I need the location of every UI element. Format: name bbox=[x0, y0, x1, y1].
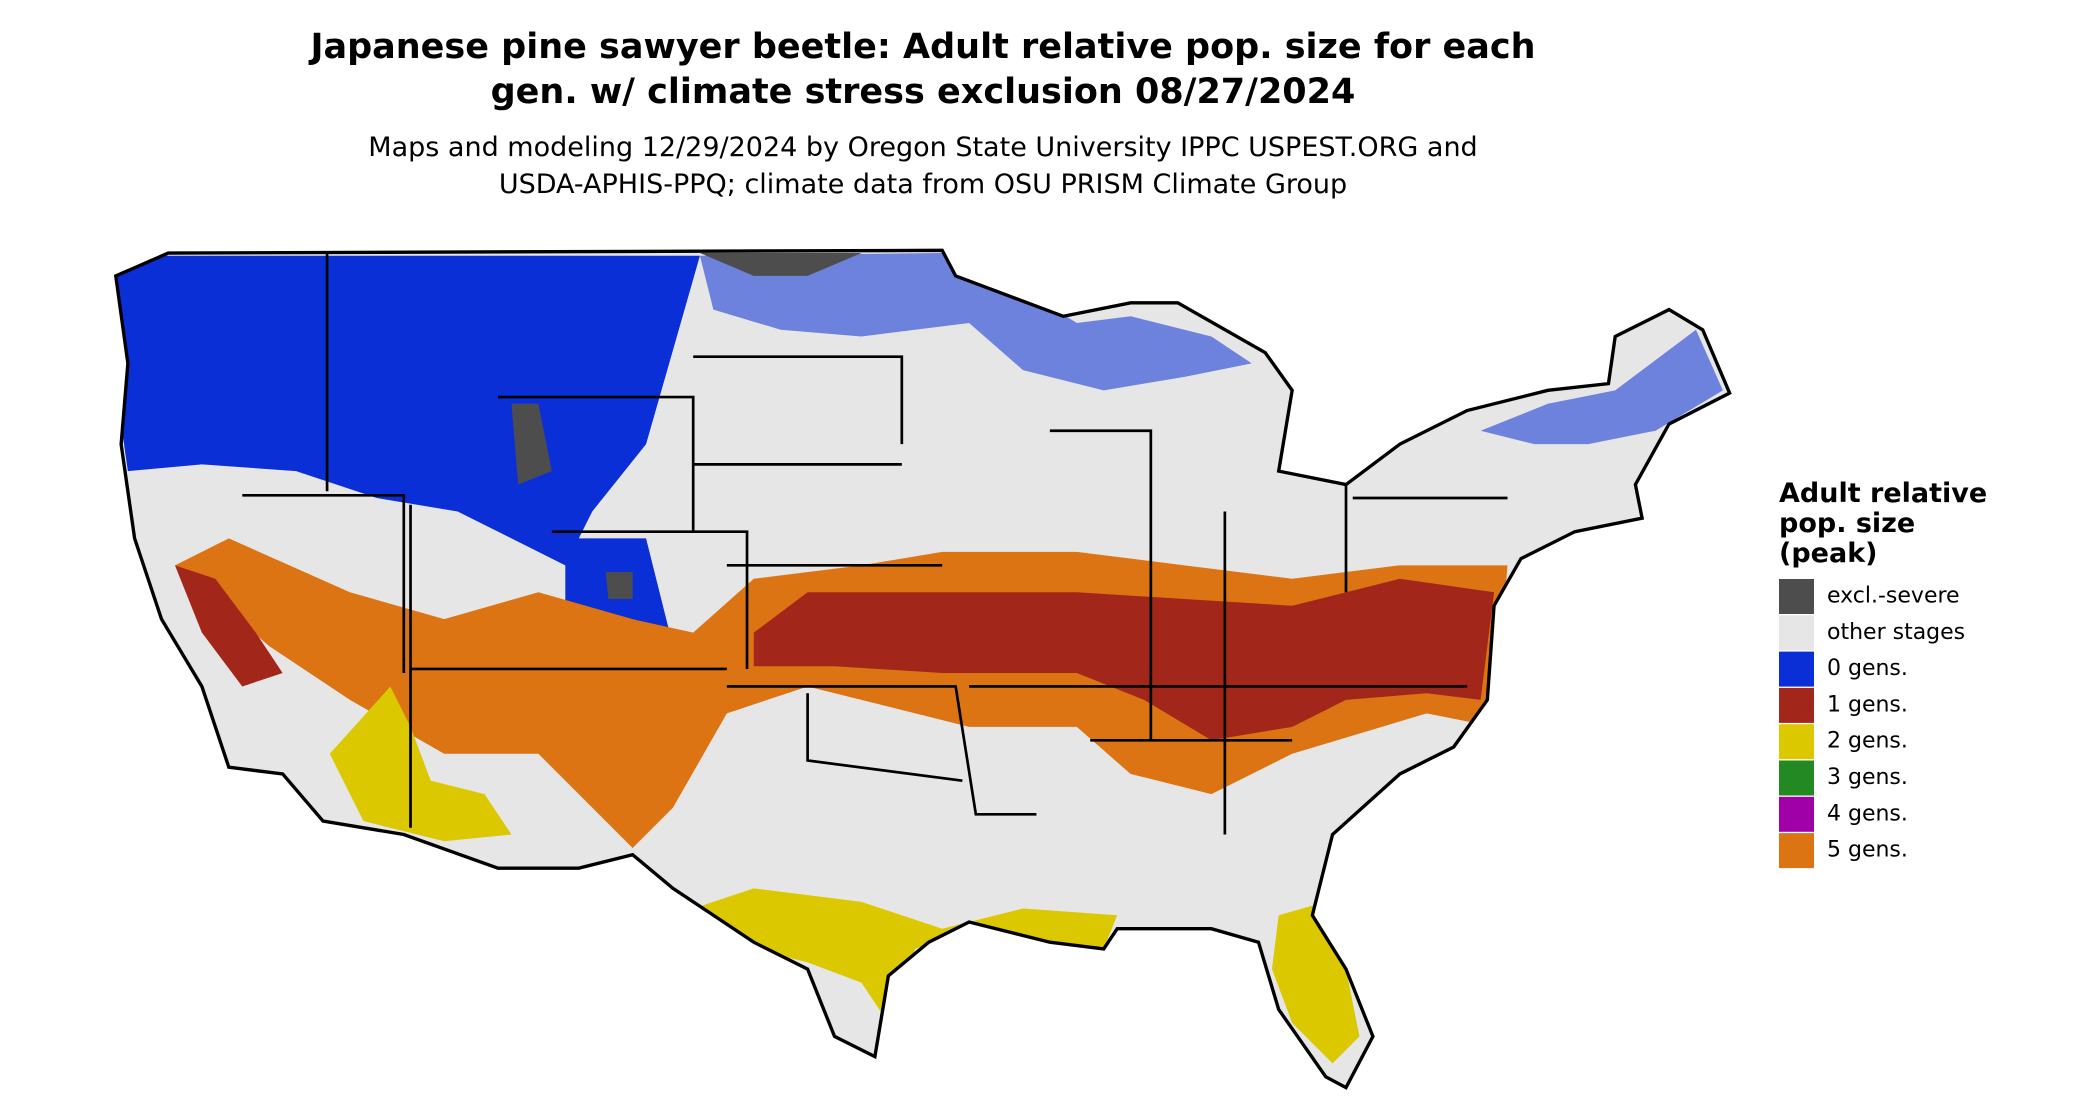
zone-excl bbox=[511, 403, 552, 485]
legend-label: 1 gens. bbox=[1827, 692, 1908, 717]
subtitle-line: USDA-APHIS-PPQ; climate data from OSU PR… bbox=[499, 169, 1347, 200]
legend-label: excl.-severe bbox=[1827, 584, 1960, 609]
subtitle-line: Maps and modeling 12/29/2024 by Oregon S… bbox=[368, 132, 1477, 163]
zone-2-gens bbox=[1271, 901, 1360, 1064]
zone-1-gens bbox=[753, 578, 1495, 741]
legend-swatch bbox=[1779, 760, 1814, 796]
legend-title-line: Adult relative bbox=[1779, 478, 1987, 509]
legend-swatch bbox=[1779, 724, 1814, 760]
us-map bbox=[114, 248, 1732, 1090]
legend-title-line: pop. size bbox=[1779, 508, 1915, 539]
zone-0-gens bbox=[1480, 329, 1723, 445]
zone-excl bbox=[605, 572, 633, 599]
legend-swatch bbox=[1779, 796, 1814, 832]
legend-label: 5 gens. bbox=[1827, 838, 1908, 863]
zone-0-gens bbox=[115, 255, 700, 566]
zone-0-gens bbox=[699, 253, 1252, 391]
legend-label: 4 gens. bbox=[1827, 801, 1908, 826]
legend-label: other stages bbox=[1827, 620, 1965, 645]
legend-label: 2 gens. bbox=[1827, 729, 1908, 754]
legend-swatch bbox=[1779, 651, 1814, 687]
zone-2-gens bbox=[673, 888, 1118, 1023]
legend-swatch bbox=[1779, 687, 1814, 723]
legend-label: 0 gens. bbox=[1827, 656, 1908, 681]
legend: excl.-severe other stages 0 gens. 1 gens. 2 … bbox=[1779, 579, 1965, 869]
zone-2-gens bbox=[329, 686, 512, 842]
legend-label: 3 gens. bbox=[1827, 765, 1908, 790]
legend-swatch bbox=[1779, 833, 1814, 869]
state-borders bbox=[242, 253, 1508, 835]
zones bbox=[115, 253, 1723, 1064]
legend-swatch bbox=[1779, 615, 1814, 651]
legend-swatch bbox=[1779, 579, 1814, 614]
zone-1-gens bbox=[174, 565, 283, 687]
legend-title-line: (peak) bbox=[1779, 538, 1878, 569]
title-line: Japanese pine sawyer beetle: Adult relat… bbox=[308, 27, 1535, 67]
title-line: gen. w/ climate stress exclusion 08/27/2… bbox=[491, 72, 1356, 112]
